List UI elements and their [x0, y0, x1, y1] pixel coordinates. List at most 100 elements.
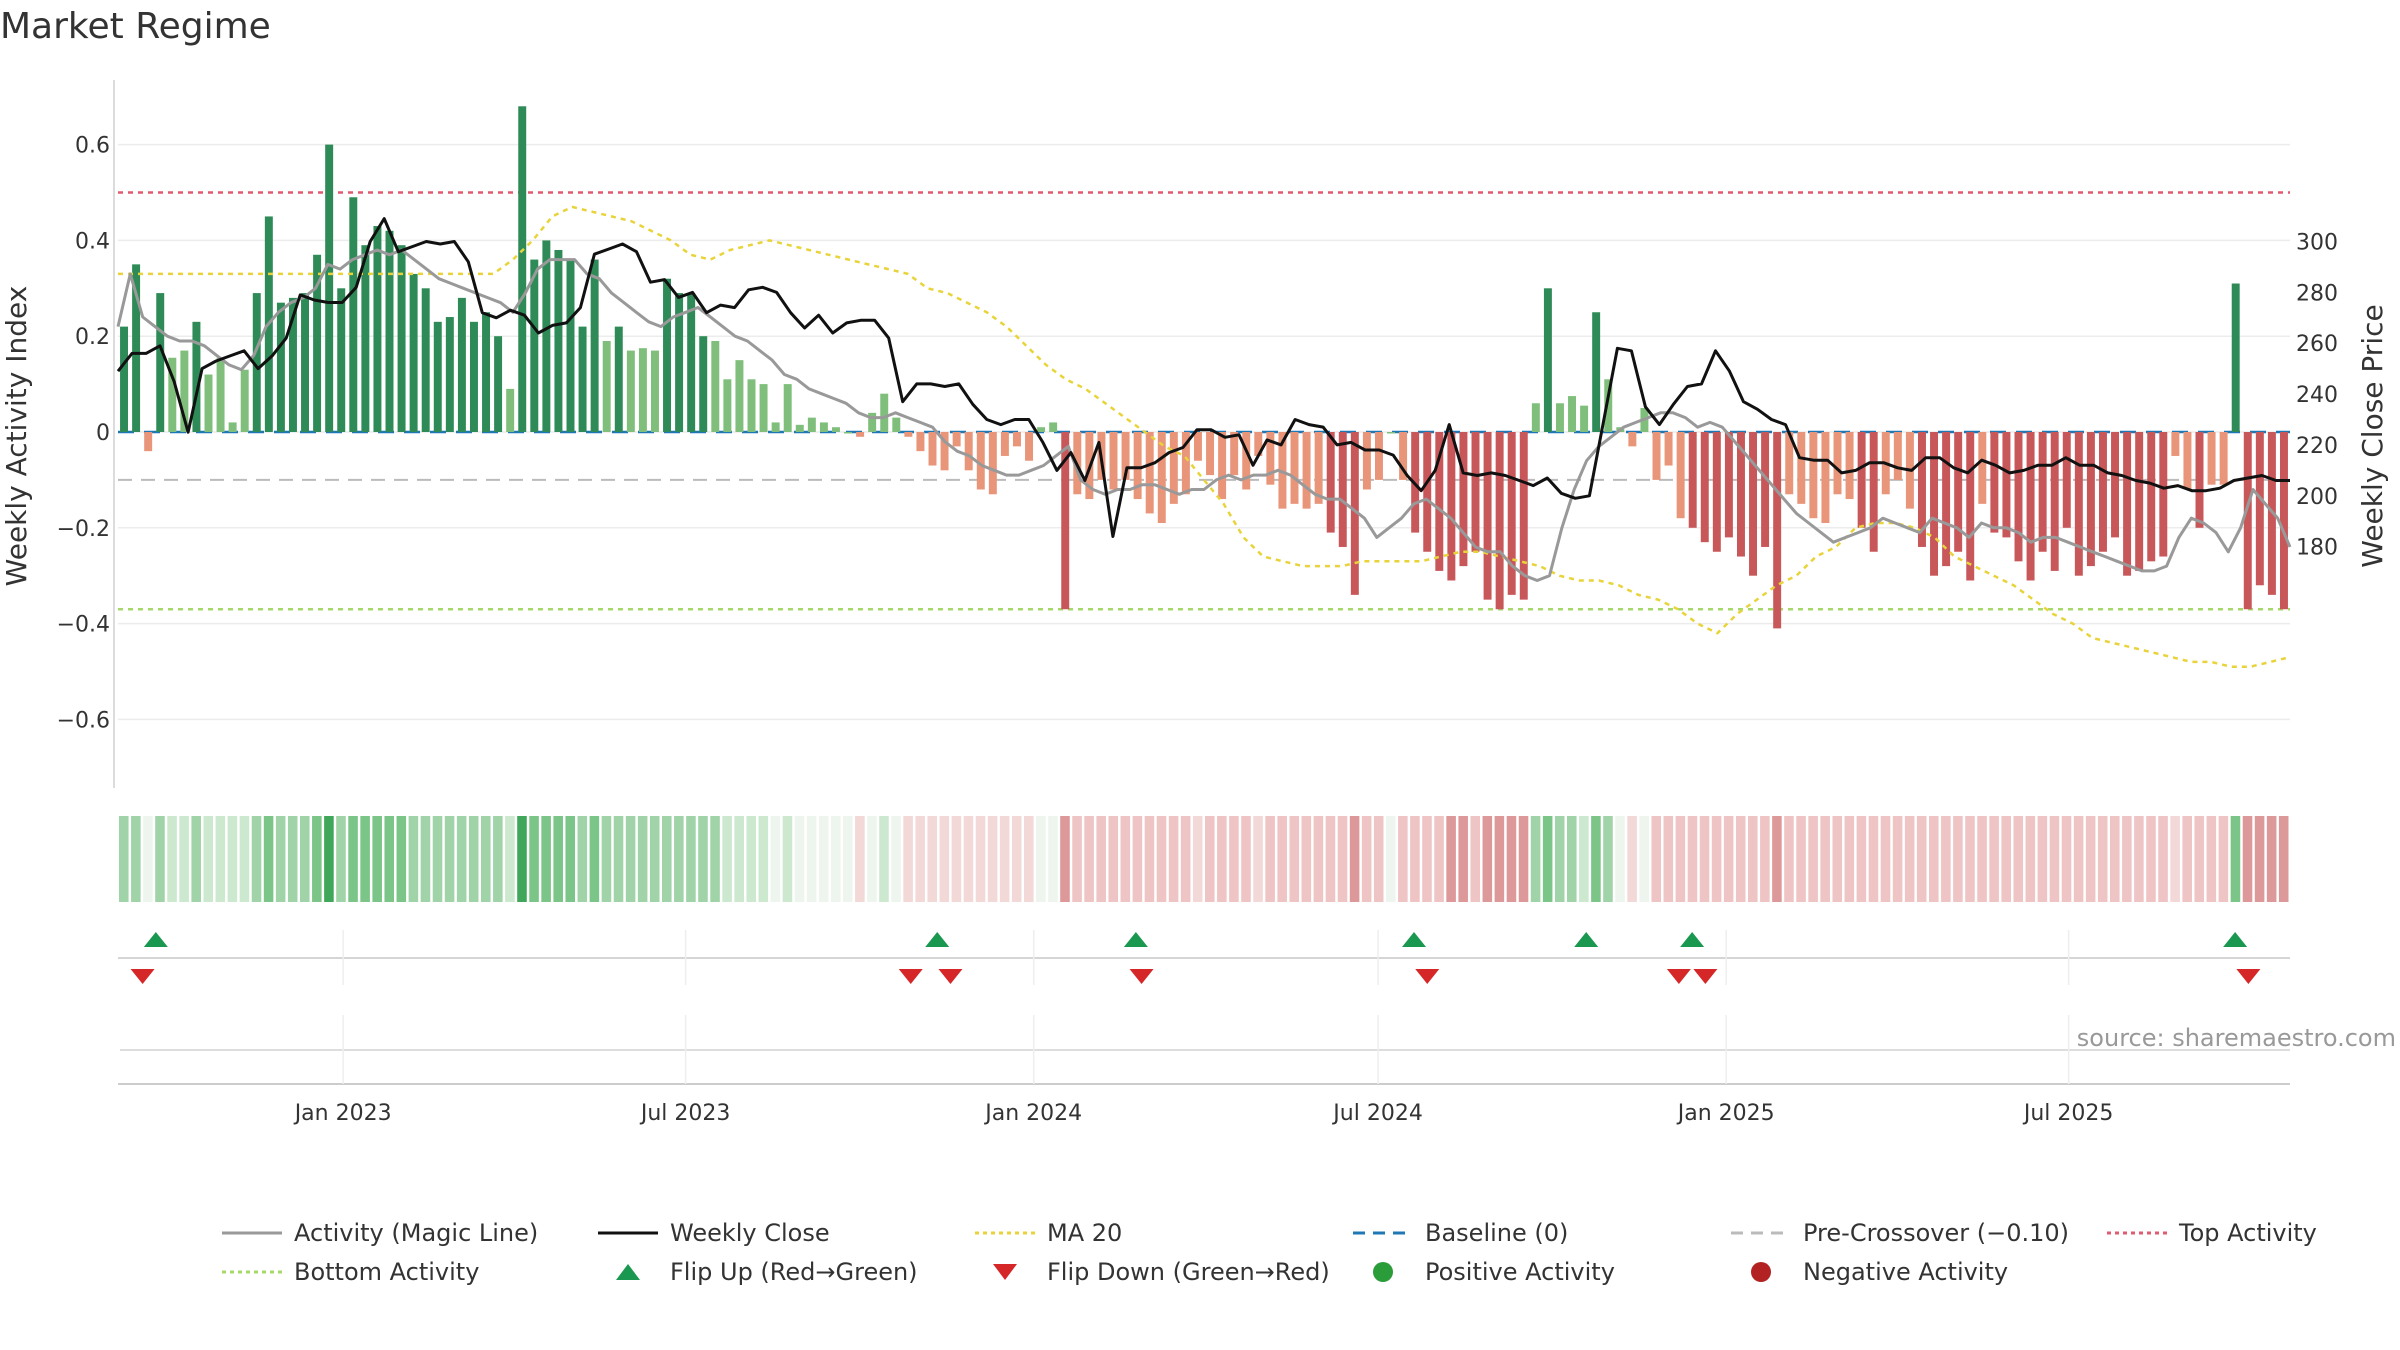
activity-bar	[2255, 432, 2264, 586]
activity-bar	[1374, 432, 1383, 480]
activity-bar	[252, 293, 261, 432]
regime-cell	[2110, 816, 2120, 902]
activity-bar	[988, 432, 997, 495]
regime-cell	[1929, 816, 1939, 902]
activity-bar	[240, 369, 249, 432]
legend-label: Top Activity	[2178, 1219, 2317, 1247]
regime-cell	[481, 816, 491, 902]
activity-bar	[469, 321, 478, 432]
activity-bar	[132, 264, 141, 432]
x-tick-label: Jul 2023	[639, 1101, 731, 1126]
legend-item: MA 20	[975, 1219, 1122, 1247]
activity-bar	[1785, 432, 1794, 495]
activity-bar	[421, 288, 430, 432]
regime-strip	[119, 816, 2289, 902]
regime-cell	[167, 816, 177, 902]
activity-bar	[1676, 432, 1685, 519]
y-tick-label: 0	[96, 421, 110, 446]
regime-cell	[867, 816, 877, 902]
regime-cell	[1554, 816, 1565, 902]
regime-cell	[2134, 816, 2144, 902]
flip-up-marker	[1123, 932, 1148, 947]
regime-cell	[1868, 816, 1879, 902]
regime-cell	[1373, 816, 1384, 902]
activity-bar	[1181, 432, 1190, 495]
activity-bar	[1121, 432, 1130, 480]
activity-bar	[1025, 432, 1034, 461]
regime-cell	[963, 816, 974, 902]
chart-title: Market Regime	[0, 6, 271, 47]
regime-cell	[1361, 816, 1372, 902]
flip-down-marker	[898, 969, 923, 984]
regime-cell	[1398, 816, 1408, 902]
activity-bar	[2207, 432, 2216, 485]
regime-cell	[2097, 816, 2108, 902]
regime-cell	[1772, 816, 1782, 902]
activity-bar	[819, 422, 828, 432]
regime-cell	[770, 816, 781, 902]
regime-cell	[1265, 816, 1275, 902]
regime-cell	[2182, 816, 2192, 902]
regime-cell	[119, 816, 129, 902]
regime-cell	[336, 816, 346, 902]
regime-cell	[155, 816, 165, 902]
y2-tick-label: 200	[2296, 485, 2338, 510]
activity-bar	[494, 336, 503, 432]
activity-bar	[1543, 288, 1552, 432]
activity-bar	[723, 379, 732, 432]
activity-bar	[1242, 432, 1251, 490]
regime-cell	[649, 816, 660, 902]
y-axis-title: Weekly Activity Index	[0, 286, 33, 587]
activity-bar	[1314, 432, 1323, 504]
regime-cell	[553, 816, 563, 902]
activity-bar	[1278, 432, 1287, 509]
activity-bar	[2074, 432, 2083, 576]
activity-bar	[1555, 403, 1564, 432]
regime-cell	[686, 816, 696, 902]
legend: Activity (Magic Line) Weekly Close MA 20 Ba…	[222, 1219, 2317, 1286]
activity-bar	[1942, 432, 1951, 567]
activity-bar	[385, 230, 394, 432]
legend-swatch	[1751, 1262, 1771, 1282]
regime-cell	[263, 816, 274, 902]
activity-bar	[1857, 432, 1866, 528]
activity-bar	[759, 384, 768, 432]
legend-item: Flip Down (Green→Red)	[993, 1258, 1330, 1286]
regime-cell	[239, 816, 250, 902]
regime-cell	[251, 816, 262, 902]
activity-bar	[349, 197, 358, 432]
legend-item: Positive Activity	[1373, 1258, 1615, 1286]
regime-cell	[420, 816, 431, 902]
regime-cell	[1651, 816, 1662, 902]
regime-cell	[505, 816, 515, 902]
activity-bar	[2062, 432, 2071, 528]
y2-tick-label: 180	[2296, 536, 2338, 561]
regime-cell	[674, 816, 684, 902]
activity-bar	[2171, 432, 2180, 456]
activity-bar	[313, 254, 322, 432]
regime-cell	[215, 816, 226, 902]
regime-cell	[408, 816, 419, 902]
regime-cell	[2146, 816, 2156, 902]
legend-label: MA 20	[1047, 1219, 1122, 1247]
activity-bar	[2219, 432, 2228, 485]
flip-down-marker	[1415, 969, 1440, 984]
regime-cell	[1530, 816, 1541, 902]
regime-cell	[227, 816, 238, 902]
activity-bar	[301, 293, 310, 432]
regime-cell	[601, 816, 612, 902]
activity-bar	[216, 357, 225, 432]
regime-cell	[625, 816, 636, 902]
activity-bar	[1145, 432, 1154, 514]
activity-bar	[1749, 432, 1758, 576]
regime-cell	[903, 816, 913, 902]
regime-cell	[1156, 816, 1167, 902]
regime-cell	[1916, 816, 1927, 902]
regime-cell	[577, 816, 588, 902]
regime-cell	[975, 816, 986, 902]
activity-bar	[1399, 432, 1408, 480]
regime-cell	[348, 816, 358, 902]
activity-bar	[2123, 432, 2132, 576]
flip-up-marker	[1680, 932, 1705, 947]
